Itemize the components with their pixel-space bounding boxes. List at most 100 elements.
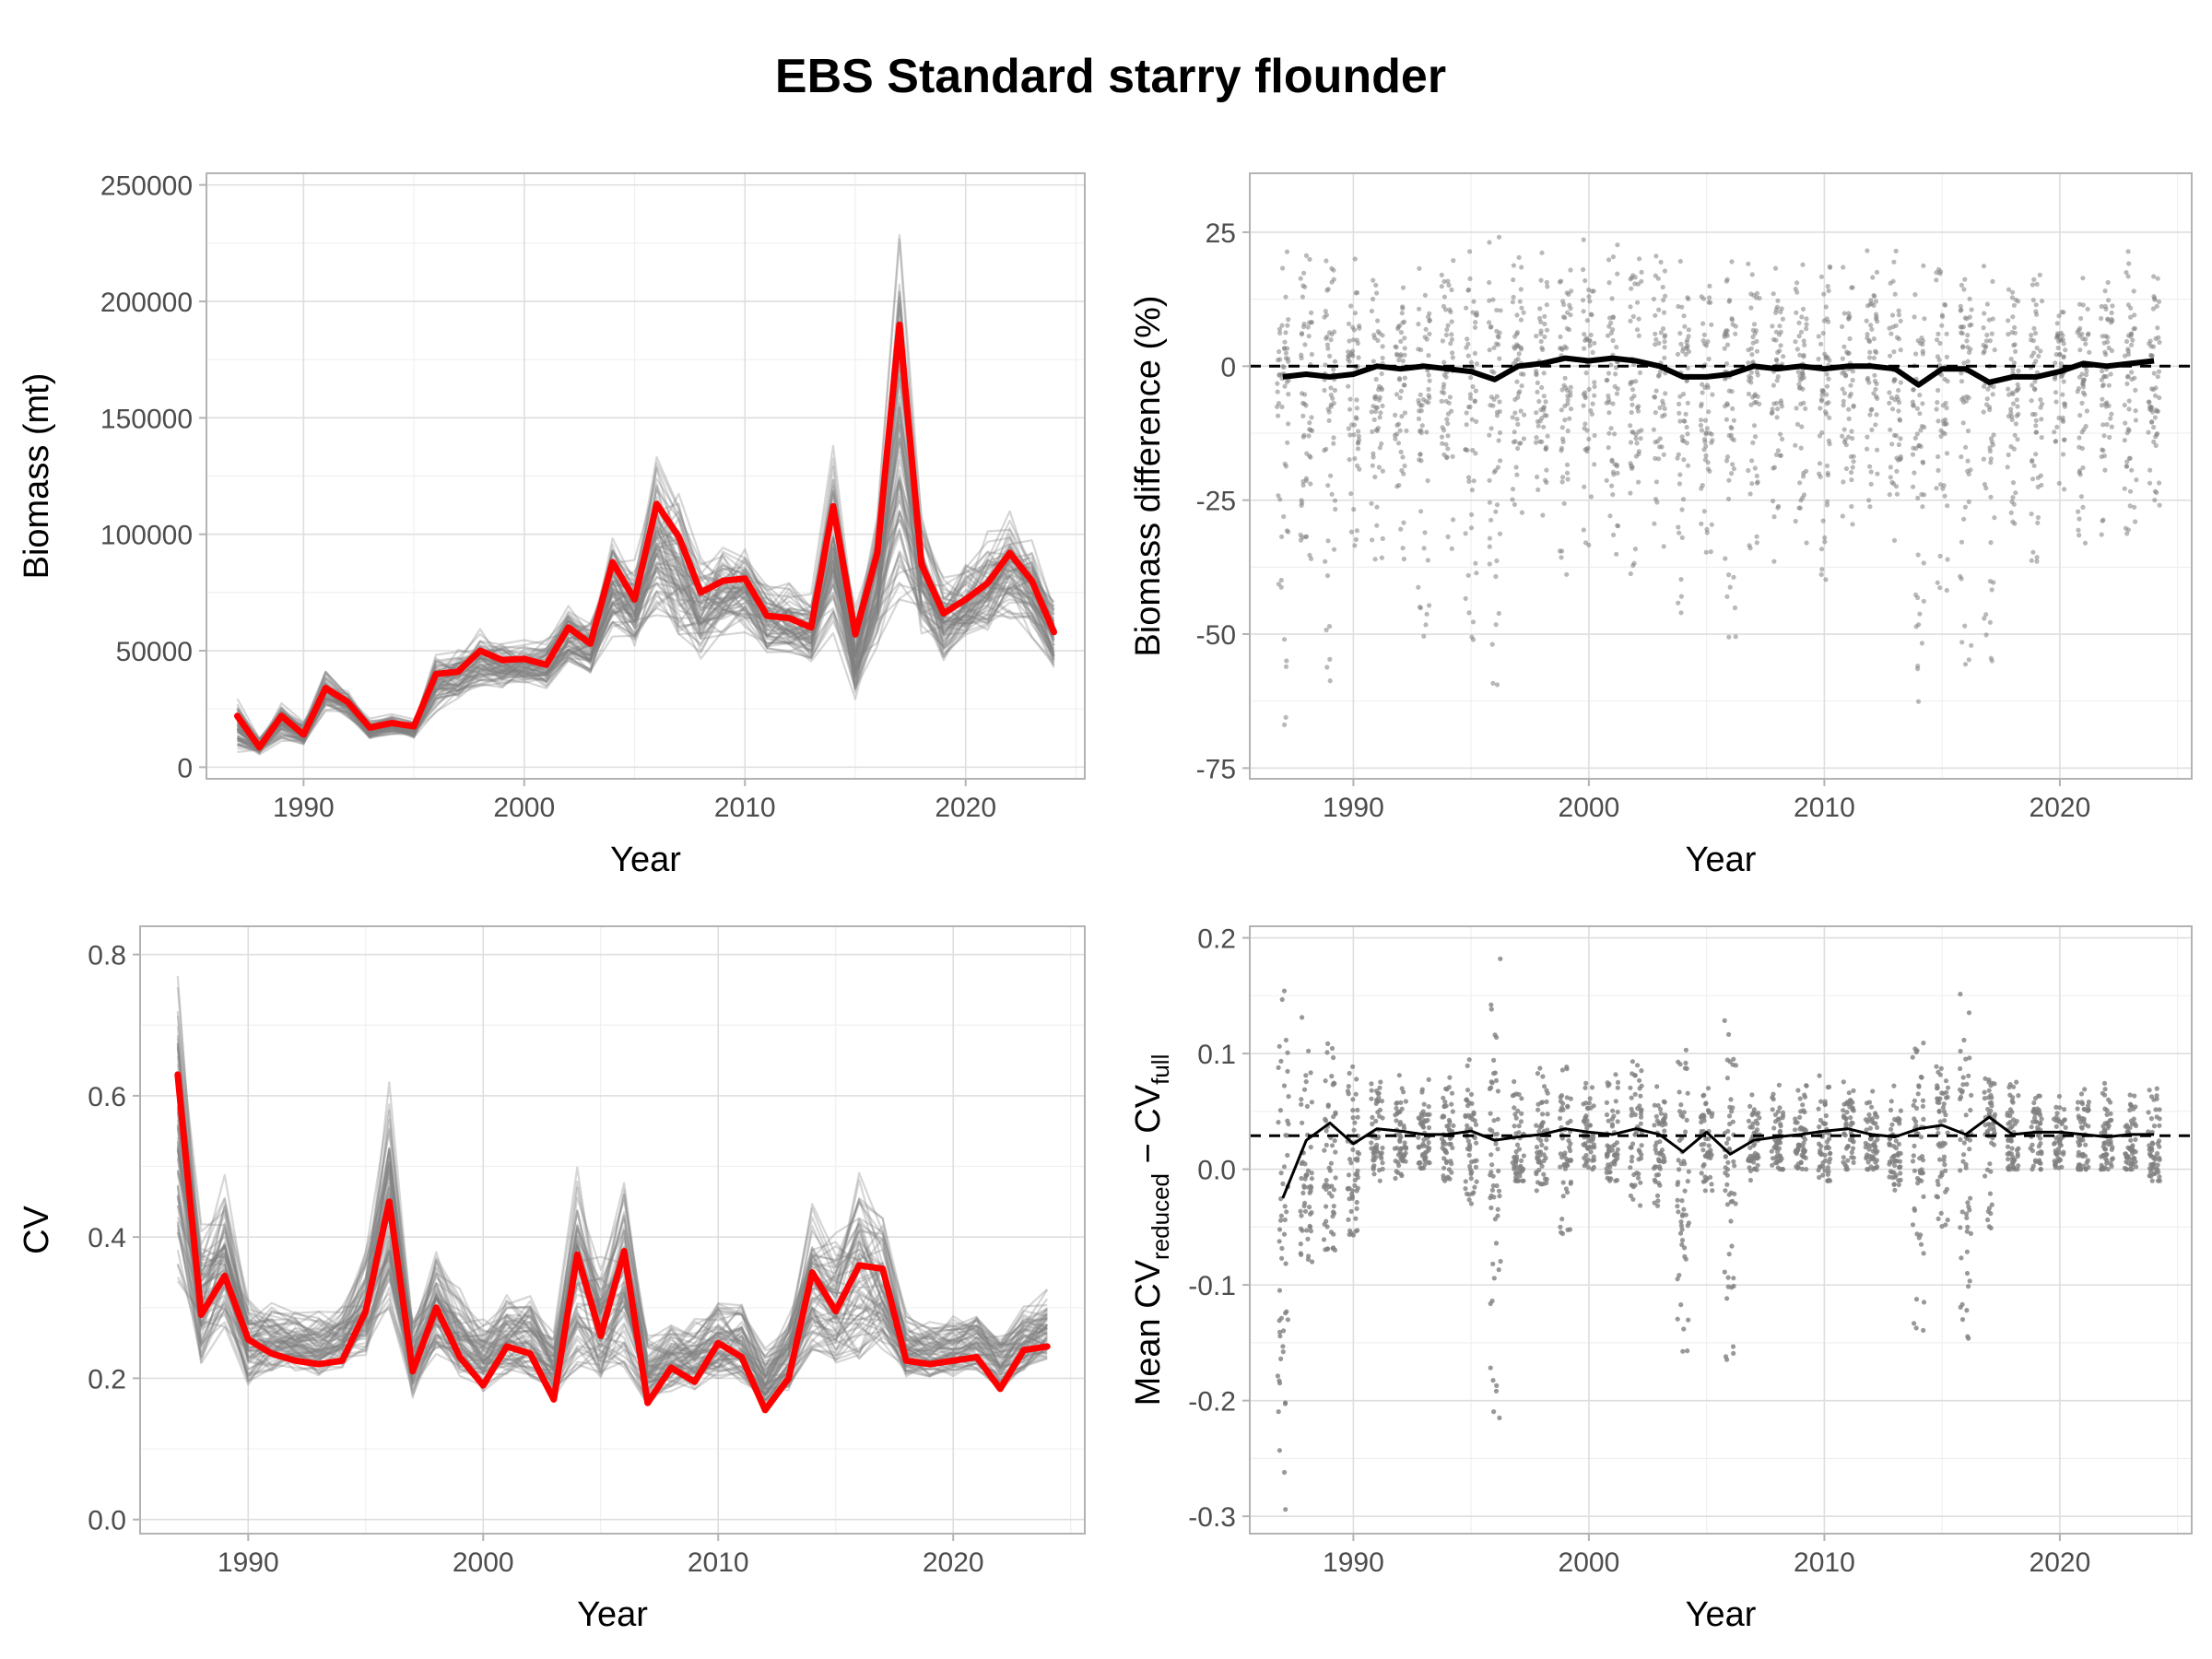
replicate-point xyxy=(2037,1093,2042,1099)
replicate-point xyxy=(2060,392,2065,397)
replicate-point xyxy=(1865,1167,1870,1172)
replicate-point xyxy=(1400,454,1406,460)
replicate-point xyxy=(1746,1118,1751,1124)
replicate-point xyxy=(1724,417,1729,422)
replicate-point xyxy=(1398,388,1404,394)
replicate-point xyxy=(1686,327,1691,333)
replicate-point xyxy=(1799,1166,1805,1171)
replicate-point xyxy=(1277,1043,1282,1049)
replicate-point xyxy=(1567,416,1572,421)
replicate-point xyxy=(1302,1208,1309,1214)
replicate-point xyxy=(1681,418,1687,424)
replicate-point xyxy=(1299,1101,1304,1107)
x-tick-label: 2020 xyxy=(2030,793,2091,823)
y-tick-label: 25 xyxy=(1206,218,1236,249)
replicate-point xyxy=(1496,610,1501,617)
replicate-point xyxy=(2109,310,2114,315)
replicate-point xyxy=(1393,344,1398,349)
replicate-point xyxy=(1512,1178,1518,1183)
replicate-point xyxy=(1470,383,1476,390)
replicate-point xyxy=(1418,1112,1424,1117)
replicate-point xyxy=(1440,425,1445,430)
replicate-point xyxy=(1705,339,1711,345)
replicate-point xyxy=(1586,287,1592,293)
replicate-point xyxy=(1539,1100,1546,1105)
replicate-point xyxy=(1870,1088,1876,1094)
replicate-point xyxy=(1983,612,1989,618)
replicate-point xyxy=(2031,463,2037,468)
replicate-point xyxy=(1913,1297,1920,1302)
replicate-point xyxy=(1875,319,1880,324)
replicate-point xyxy=(1819,429,1825,435)
replicate-point xyxy=(1961,1037,1967,1043)
replicate-line xyxy=(237,547,1055,753)
replicate-point xyxy=(1898,347,1903,353)
replicate-point xyxy=(2057,1105,2063,1111)
replicate-point xyxy=(2105,279,2111,286)
replicate-point xyxy=(1915,666,1921,672)
replicate-point xyxy=(1615,242,1620,248)
replicate-point xyxy=(1369,1140,1374,1146)
replicate-point xyxy=(1963,444,1969,450)
replicate-point xyxy=(1446,1085,1452,1090)
replicate-line xyxy=(236,512,1055,751)
replicate-point xyxy=(2013,421,2018,427)
replicate-point xyxy=(1354,1077,1359,1082)
replicate-point xyxy=(1727,298,1733,303)
replicate-point xyxy=(2008,406,2014,412)
replicate-point xyxy=(1675,455,1680,461)
replicate-point xyxy=(1982,348,1987,354)
replicate-point xyxy=(1283,714,1288,720)
replicate-point xyxy=(1279,1255,1285,1261)
replicate-point xyxy=(1628,1145,1633,1150)
replicate-point xyxy=(1887,1159,1892,1165)
replicate-point xyxy=(2062,1107,2067,1112)
replicate-point xyxy=(2079,1100,2085,1105)
replicate-line xyxy=(176,1092,1048,1375)
replicate-point xyxy=(1511,294,1516,300)
replicate-point xyxy=(1798,1124,1804,1130)
replicate-point xyxy=(1278,1171,1284,1176)
replicate-point xyxy=(1851,459,1856,465)
replicate-point xyxy=(1518,317,1524,323)
replicate-point xyxy=(1535,389,1540,394)
replicate-point xyxy=(1636,479,1641,485)
replicate-point xyxy=(1962,276,1968,282)
replicate-point xyxy=(2152,415,2158,420)
replicate-point xyxy=(1981,456,1986,462)
replicate-point xyxy=(1656,307,1662,312)
replicate-point xyxy=(1394,1118,1399,1124)
replicate-point xyxy=(1867,412,1873,418)
replicate-point xyxy=(1488,1152,1494,1158)
replicate-point xyxy=(1488,426,1494,431)
replicate-point xyxy=(1277,1108,1283,1113)
replicate-point xyxy=(1679,1135,1685,1141)
replicate-point xyxy=(1488,1127,1493,1133)
replicate-point xyxy=(2010,314,2016,320)
replicate-point xyxy=(1775,1109,1781,1114)
replicate-point xyxy=(1493,1388,1500,1394)
replicate-point xyxy=(1609,1124,1615,1129)
replicate-point xyxy=(1943,302,1948,308)
replicate-point xyxy=(1285,1050,1290,1055)
replicate-point xyxy=(1285,1317,1290,1323)
replicate-point xyxy=(1515,394,1521,400)
replicate-point xyxy=(1321,1237,1327,1242)
replicate-point xyxy=(2039,299,2045,304)
replicate-point xyxy=(1654,500,1660,505)
replicate-point xyxy=(1887,1174,1892,1180)
replicate-point xyxy=(1827,1159,1832,1165)
replicate-point xyxy=(1330,1214,1335,1219)
replicate-point xyxy=(1608,320,1614,325)
replicate-point xyxy=(1487,477,1492,483)
replicate-point xyxy=(1424,611,1430,617)
replicate-point xyxy=(1514,472,1520,477)
replicate-point xyxy=(1910,1159,1916,1164)
replicate-point xyxy=(1726,388,1732,394)
replicate-point xyxy=(1630,1141,1636,1147)
replicate-point xyxy=(1680,346,1686,351)
replicate-point xyxy=(2033,418,2039,423)
replicate-point xyxy=(1754,540,1759,546)
replicate-line xyxy=(176,1148,1049,1370)
